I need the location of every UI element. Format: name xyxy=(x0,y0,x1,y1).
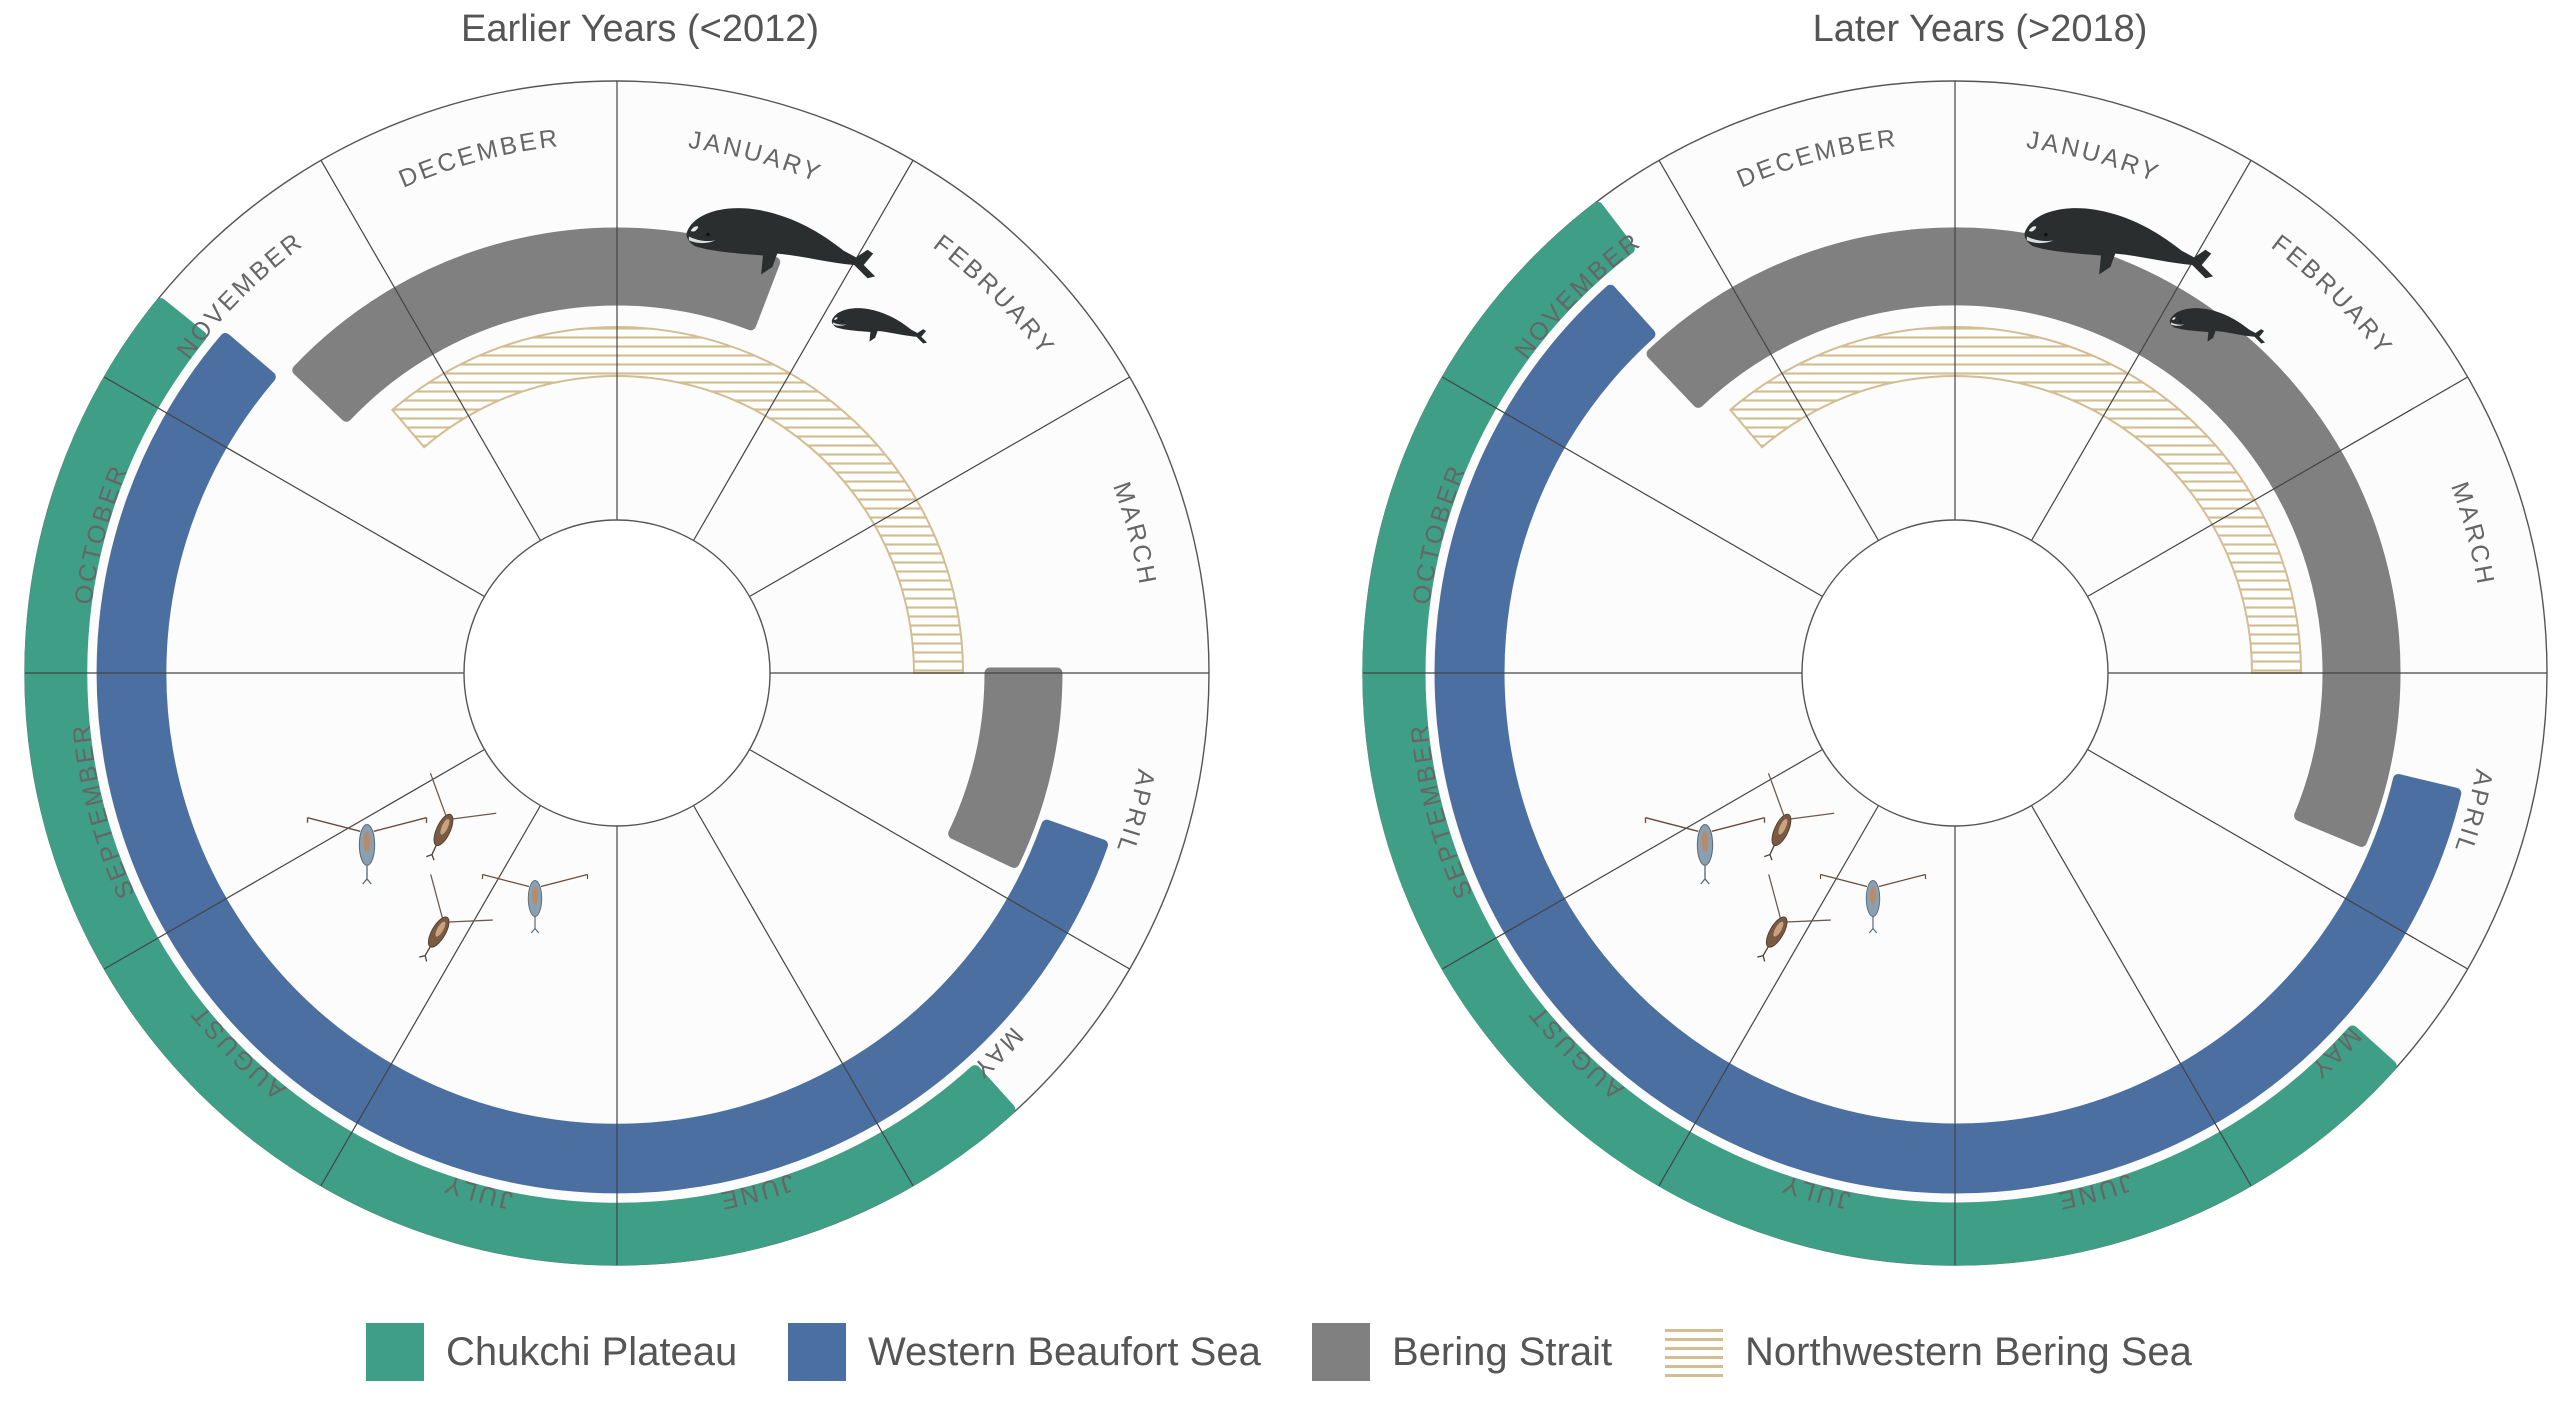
band-bering-strait-3 xyxy=(292,227,781,422)
divider-line xyxy=(320,805,542,1186)
legend-swatch-chukchi xyxy=(366,1323,424,1381)
inner-circle xyxy=(1801,519,2109,827)
divider-line xyxy=(104,748,485,970)
divider-line xyxy=(692,160,914,541)
band-western-beaufort-sea-1 xyxy=(1434,284,2462,1194)
legend-label-nw-bering: Northwestern Bering Sea xyxy=(1745,1329,2192,1374)
divider-line xyxy=(1442,748,1823,970)
divider-line xyxy=(2087,376,2468,598)
divider-line xyxy=(104,376,485,598)
copepod-icon xyxy=(306,817,428,885)
divider-line xyxy=(749,748,1130,970)
divider-line xyxy=(1658,160,1880,541)
legend: Chukchi Plateau Western Beaufort Sea Ber… xyxy=(0,1322,2560,1382)
bowhead-whale-icon xyxy=(686,208,876,279)
copepod-icon xyxy=(1819,873,1927,934)
bowhead-whale-calf-icon xyxy=(831,308,928,344)
legend-swatch-bering-strait xyxy=(1312,1323,1370,1381)
divider-line xyxy=(1442,376,1823,598)
chart-title-earlier: Earlier Years (<2012) xyxy=(460,8,820,50)
legend-swatch-beaufort xyxy=(788,1323,846,1381)
legend-item-chukchi-plateau: Chukchi Plateau xyxy=(366,1322,737,1382)
legend-item-northwestern-bering-sea: Northwestern Bering Sea xyxy=(1665,1322,2192,1382)
series-bands xyxy=(24,227,1108,1266)
bowhead-whale-calf-icon xyxy=(2169,308,2266,344)
bowhead-whale-icon xyxy=(2024,208,2214,279)
divider-line xyxy=(692,805,914,1186)
legend-swatch-nw-bering xyxy=(1665,1323,1723,1381)
series-bands xyxy=(1362,201,2462,1266)
inner-circle xyxy=(463,519,771,827)
divider-line xyxy=(2030,160,2252,541)
band-chukchi-plateau-0 xyxy=(1362,201,2397,1266)
divider-line xyxy=(2087,748,2468,970)
copepod-icon xyxy=(1757,874,1831,962)
band-bering-strait-2 xyxy=(1646,227,2401,847)
legend-label-beaufort: Western Beaufort Sea xyxy=(868,1329,1261,1374)
chart-title-later: Later Years (>2018) xyxy=(1812,8,2148,50)
month-dividers xyxy=(25,81,1209,1265)
band-bering-strait-2 xyxy=(948,667,1063,868)
legend-label-bering-strait: Bering Strait xyxy=(1392,1329,1613,1374)
legend-label-chukchi: Chukchi Plateau xyxy=(446,1329,738,1374)
divider-line xyxy=(749,376,1130,598)
copepod-icon xyxy=(426,773,497,861)
panel-earlier: JANUARYFEBRUARYMARCHAPRILMAYJUNEJULYAUGU… xyxy=(24,80,1210,1266)
divider-line xyxy=(1658,805,1880,1186)
band-western-beaufort-sea-1 xyxy=(96,333,1108,1194)
band-chukchi-plateau-0 xyxy=(24,298,1016,1266)
divider-line xyxy=(2030,805,2252,1186)
legend-item-western-beaufort-sea: Western Beaufort Sea xyxy=(788,1322,1261,1382)
divider-line xyxy=(320,160,542,541)
copepod-icon xyxy=(1764,773,1835,861)
legend-item-bering-strait: Bering Strait xyxy=(1312,1322,1612,1382)
copepod-icon xyxy=(419,874,493,962)
panel-later: JANUARYFEBRUARYMARCHAPRILMAYJUNEJULYAUGU… xyxy=(1362,80,2548,1266)
copepod-icon xyxy=(1644,817,1766,885)
copepod-icon xyxy=(481,873,589,934)
month-dividers xyxy=(1363,81,2547,1265)
